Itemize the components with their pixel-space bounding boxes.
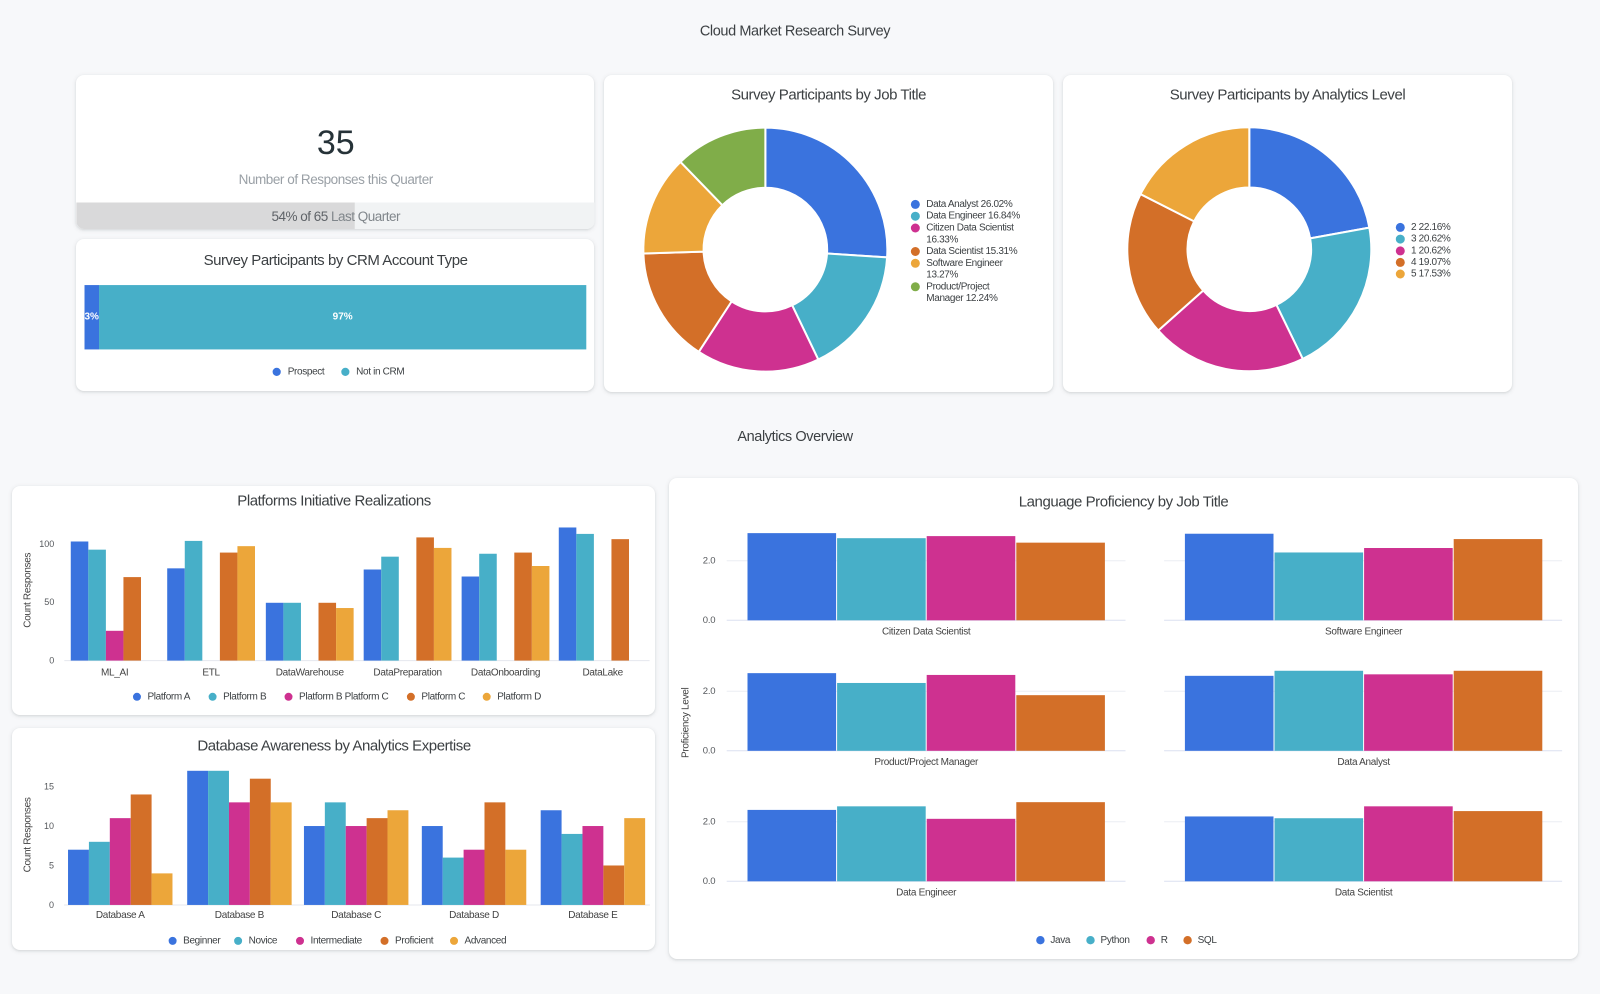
svg-text:Language Proficiency by Job Ti: Language Proficiency by Job Title [1019, 493, 1229, 510]
svg-text:Beginner: Beginner [183, 935, 221, 946]
svg-text:Proficient: Proficient [395, 935, 434, 946]
svg-text:DataWarehouse: DataWarehouse [275, 667, 344, 678]
svg-text:Survey Participants by CRM Acc: Survey Participants by CRM Account Type [203, 251, 467, 268]
svg-text:2.0: 2.0 [703, 686, 716, 697]
svg-text:Prospect: Prospect [287, 366, 324, 377]
svg-text:Analytics Overview: Analytics Overview [737, 429, 853, 445]
svg-text:1 20.62%: 1 20.62% [1411, 246, 1451, 257]
svg-text:15: 15 [44, 781, 54, 791]
svg-text:Novice: Novice [248, 935, 277, 946]
svg-text:Database D: Database D [449, 910, 499, 921]
svg-text:Cloud Market Research Survey: Cloud Market Research Survey [700, 24, 891, 40]
svg-text:Database E: Database E [568, 910, 618, 921]
svg-text:Advanced: Advanced [464, 935, 506, 946]
svg-text:DataLake: DataLake [582, 667, 623, 678]
svg-text:2 22.16%: 2 22.16% [1411, 222, 1451, 233]
svg-text:3%: 3% [84, 311, 99, 322]
svg-text:0: 0 [49, 900, 54, 910]
svg-text:0.0: 0.0 [703, 615, 716, 626]
svg-text:Number of Responses this Quart: Number of Responses this Quarter [238, 172, 433, 187]
svg-text:2.0: 2.0 [703, 555, 716, 566]
svg-text:Platform A: Platform A [147, 691, 190, 702]
svg-text:DataOnboarding: DataOnboarding [471, 667, 540, 678]
svg-text:Data Analyst: Data Analyst [1337, 757, 1390, 768]
svg-text:Platform D: Platform D [497, 691, 541, 702]
svg-text:ETL: ETL [202, 667, 220, 678]
svg-text:SQL: SQL [1197, 935, 1217, 946]
svg-text:Not in CRM: Not in CRM [356, 366, 404, 377]
svg-text:Software Engineer: Software Engineer [926, 258, 1003, 269]
svg-text:R: R [1161, 935, 1168, 946]
svg-text:Manager 12.24%: Manager 12.24% [926, 293, 998, 304]
svg-text:Platforms Initiative Realizati: Platforms Initiative Realizations [237, 493, 431, 510]
svg-text:97%: 97% [332, 311, 352, 322]
svg-text:Java: Java [1050, 935, 1071, 946]
svg-text:Product/Project: Product/Project [926, 281, 990, 292]
svg-text:100: 100 [39, 539, 54, 549]
svg-text:Count Responses: Count Responses [22, 552, 33, 627]
svg-text:35: 35 [316, 124, 354, 162]
svg-text:ML_AI: ML_AI [101, 667, 128, 678]
svg-text:16.33%: 16.33% [926, 234, 958, 245]
svg-text:50: 50 [44, 597, 54, 607]
svg-text:Platform B: Platform B [223, 691, 267, 702]
svg-text:Citizen Data Scientist: Citizen Data Scientist [882, 626, 971, 637]
svg-text:Product/Project Manager: Product/Project Manager [874, 757, 979, 768]
svg-text:5 17.53%: 5 17.53% [1411, 269, 1451, 280]
svg-text:10: 10 [44, 821, 54, 831]
svg-text:Data Engineer 16.84%: Data Engineer 16.84% [926, 211, 1020, 222]
svg-text:Database C: Database C [331, 910, 381, 921]
svg-text:Survey Participants by Analyti: Survey Participants by Analytics Level [1169, 86, 1405, 103]
svg-text:5: 5 [49, 860, 54, 870]
svg-text:Proficiency Level: Proficiency Level [680, 687, 691, 758]
svg-text:Python: Python [1100, 935, 1129, 946]
svg-text:Data Engineer: Data Engineer [896, 887, 957, 898]
svg-text:Intermediate: Intermediate [310, 935, 362, 946]
svg-text:13.27%: 13.27% [926, 270, 958, 281]
svg-text:Platform C: Platform C [421, 691, 465, 702]
svg-text:Data Analyst 26.02%: Data Analyst 26.02% [926, 199, 1013, 210]
svg-text:Database Awareness by Analytic: Database Awareness by Analytics Expertis… [197, 737, 470, 754]
svg-text:Survey Participants by Job Tit: Survey Participants by Job Title [731, 86, 926, 103]
svg-text:Citizen Data Scientist: Citizen Data Scientist [926, 223, 1014, 234]
svg-text:0: 0 [49, 655, 54, 665]
svg-text:Database B: Database B [214, 910, 264, 921]
svg-text:Platform B Platform C: Platform B Platform C [299, 691, 388, 702]
svg-text:0.0: 0.0 [703, 745, 716, 756]
svg-text:Data Scientist 15.31%: Data Scientist 15.31% [926, 246, 1017, 257]
svg-text:Software Engineer: Software Engineer [1325, 626, 1403, 637]
svg-text:Database A: Database A [95, 910, 144, 921]
svg-text:2.0: 2.0 [703, 816, 716, 827]
svg-text:Data Scientist: Data Scientist [1335, 887, 1393, 898]
svg-text:Count Responses: Count Responses [22, 797, 33, 872]
svg-text:DataPreparation: DataPreparation [373, 667, 441, 678]
svg-text:54% of 65 Last Quarter: 54% of 65 Last Quarter [271, 208, 401, 223]
svg-text:3 20.62%: 3 20.62% [1411, 234, 1451, 245]
svg-text:0.0: 0.0 [703, 876, 716, 887]
svg-text:4 19.07%: 4 19.07% [1411, 257, 1451, 268]
